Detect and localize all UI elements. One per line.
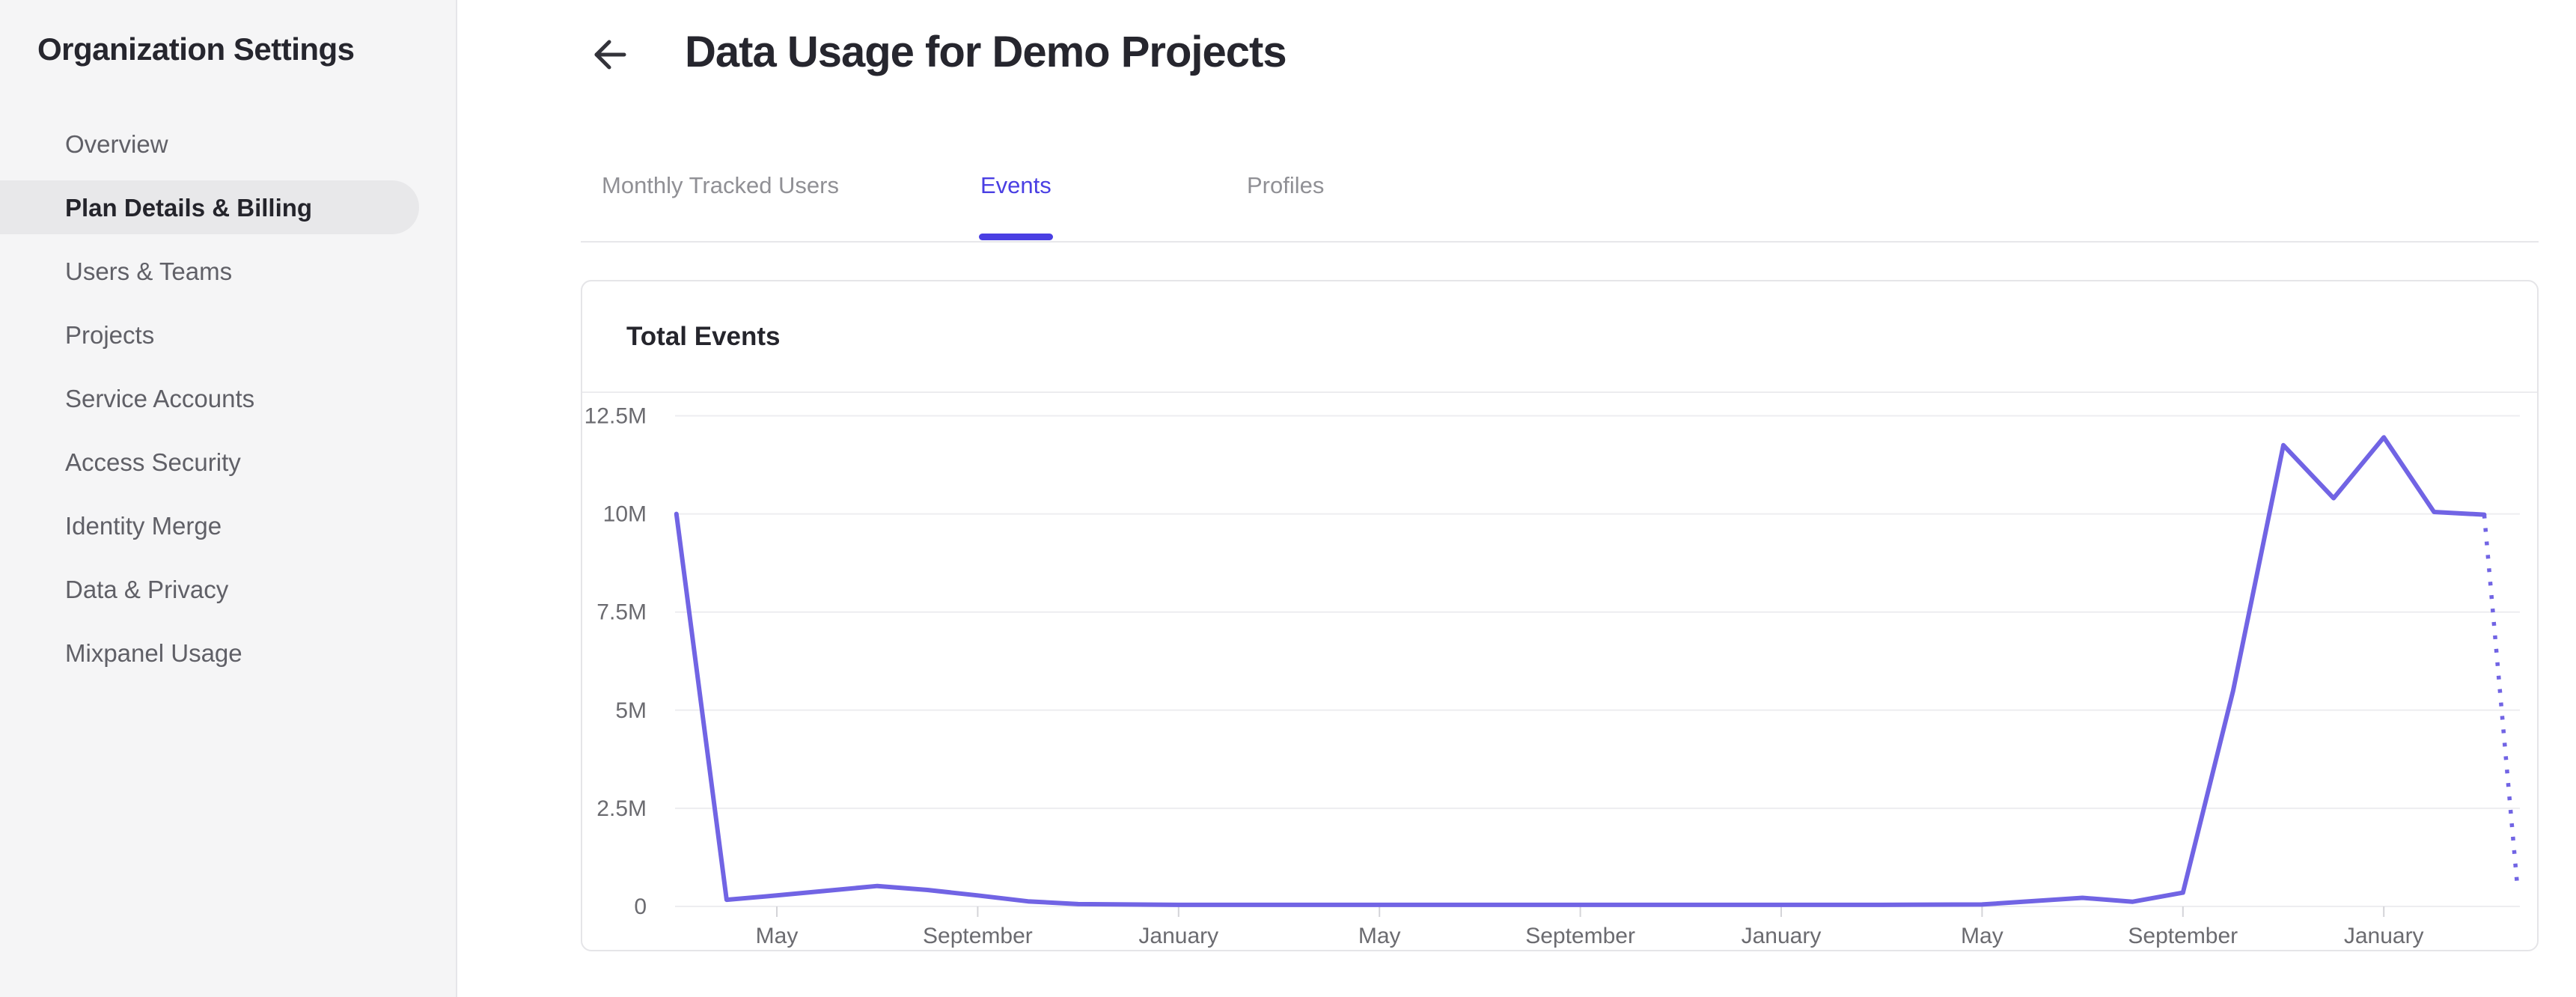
sidebar-item-label: Overview bbox=[65, 129, 168, 158]
sidebar-item-plan-details-billing[interactable]: Plan Details & Billing bbox=[0, 176, 457, 240]
sidebar-item-label: Identity Merge bbox=[65, 511, 222, 540]
sidebar-item-label: Projects bbox=[65, 320, 155, 349]
sidebar-item-mixpanel-usage[interactable]: Mixpanel Usage bbox=[0, 621, 457, 685]
card-title: Total Events bbox=[626, 321, 781, 351]
card-header: Total Events bbox=[582, 281, 2537, 393]
tab-profiles[interactable]: Profiles bbox=[1247, 171, 1324, 201]
total-events-card: Total Events 0 2.5M 5M 7.5M 10M 12.5M May Septe… bbox=[581, 280, 2539, 951]
page-title: Data Usage for Demo Projects bbox=[685, 28, 1287, 76]
tab-events[interactable]: Events bbox=[980, 171, 1052, 201]
sidebar-item-label: Access Security bbox=[65, 448, 241, 476]
tab-monthly-tracked-users[interactable]: Monthly Tracked Users bbox=[602, 171, 839, 201]
sidebar-item-label: Service Accounts bbox=[65, 384, 255, 412]
arrow-left-icon bbox=[587, 40, 632, 79]
sidebar-item-access-security[interactable]: Access Security bbox=[0, 430, 457, 494]
total-events-line bbox=[674, 435, 2487, 907]
selected-item-pill bbox=[0, 180, 419, 234]
events-usage-chart[interactable]: 0 2.5M 5M 7.5M 10M 12.5M May September January Ma… bbox=[582, 394, 2537, 950]
y-axis-label: 0 bbox=[634, 894, 647, 919]
back-button[interactable] bbox=[585, 31, 633, 79]
y-axis-label: 5M bbox=[615, 698, 647, 723]
x-axis-label: January bbox=[2344, 924, 2424, 948]
y-axis-label: 12.5M bbox=[585, 404, 647, 429]
sidebar-item-identity-merge[interactable]: Identity Merge bbox=[0, 494, 457, 558]
sidebar-item-label: Plan Details & Billing bbox=[65, 193, 313, 222]
total-events-projected-line bbox=[2482, 514, 2520, 888]
active-tab-underline bbox=[979, 234, 1053, 240]
x-axis-label: January bbox=[1138, 924, 1218, 948]
sidebar-item-users-teams[interactable]: Users & Teams bbox=[0, 240, 457, 303]
sidebar-item-list: Overview Plan Details & Billing Users & Te… bbox=[0, 112, 457, 685]
sidebar-item-label: Mixpanel Usage bbox=[65, 638, 242, 667]
sidebar-item-projects[interactable]: Projects bbox=[0, 303, 457, 367]
x-axis-label: May bbox=[1358, 924, 1401, 948]
organization-settings-sidebar: Organization Settings Overview Plan Detai… bbox=[0, 0, 457, 997]
sidebar-item-label: Data & Privacy bbox=[65, 575, 229, 603]
tabs-divider bbox=[581, 241, 2539, 243]
sidebar-item-label: Users & Teams bbox=[65, 257, 233, 285]
sidebar-item-data-privacy[interactable]: Data & Privacy bbox=[0, 558, 457, 621]
y-axis-label: 2.5M bbox=[596, 796, 647, 821]
x-axis-label: September bbox=[923, 924, 1033, 948]
sidebar-title: Organization Settings bbox=[37, 31, 355, 67]
y-axis-label: 10M bbox=[603, 502, 647, 527]
x-axis-label: September bbox=[1525, 924, 1635, 948]
x-axis-label: September bbox=[2128, 924, 2238, 948]
y-axis-label: 7.5M bbox=[596, 600, 647, 625]
x-axis-label: May bbox=[756, 924, 799, 948]
sidebar-item-service-accounts[interactable]: Service Accounts bbox=[0, 367, 457, 430]
x-axis-label: May bbox=[1961, 924, 2003, 948]
sidebar-item-overview[interactable]: Overview bbox=[0, 112, 457, 176]
x-axis-label: January bbox=[1742, 924, 1822, 948]
